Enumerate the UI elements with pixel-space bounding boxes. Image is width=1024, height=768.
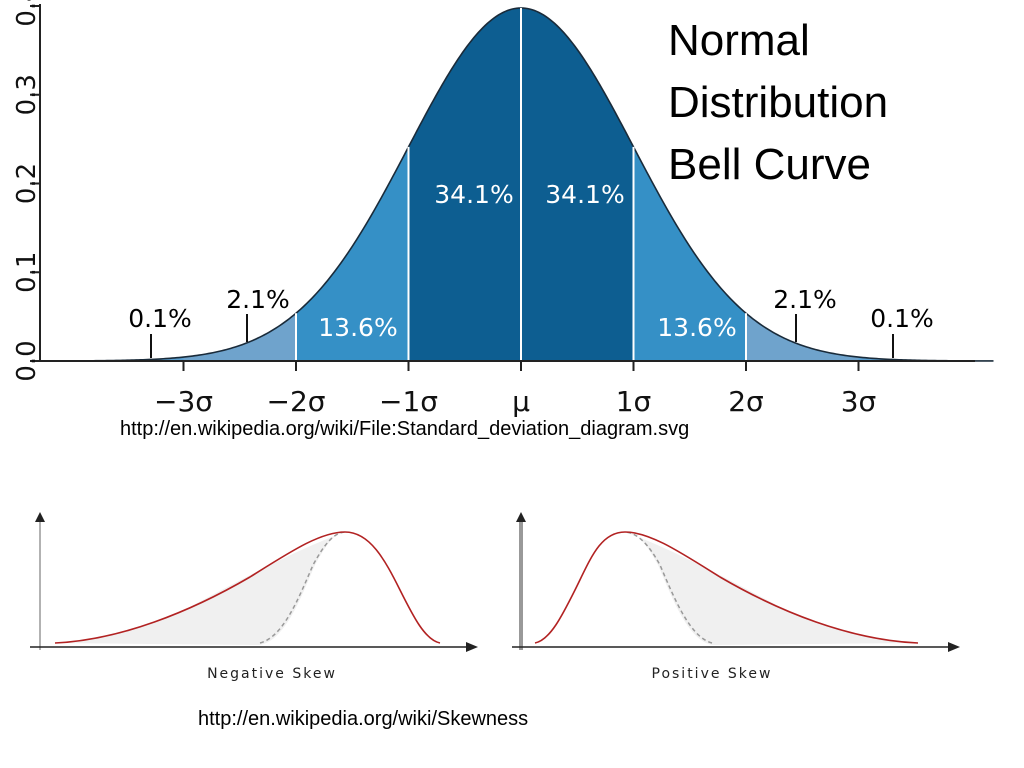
band-label: 0.1% xyxy=(870,304,934,333)
y-tick-label: 0.0 xyxy=(12,340,42,381)
negative-skew-x-arrow xyxy=(466,642,478,652)
title-line: Distribution xyxy=(668,78,889,127)
positive-skew-curve xyxy=(534,531,919,644)
positive-skew-chart: Positive Skew xyxy=(512,512,960,682)
band-area xyxy=(408,8,521,361)
y-tick-label: 0.2 xyxy=(12,163,42,204)
x-tick-label: μ xyxy=(512,385,530,418)
band-label: 34.1% xyxy=(434,180,513,209)
negative-skew-chart: Negative Skew xyxy=(30,512,478,682)
band-label: 0.1% xyxy=(128,304,192,333)
negative-skew-curve xyxy=(54,531,441,644)
skewness-source-link[interactable]: http://en.wikipedia.org/wiki/Skewness xyxy=(198,708,529,730)
positive-skew-fill xyxy=(625,532,918,645)
normal-distribution-chart: 0.1% 2.1% 13.6% 34.1% 34.1% 13.6% 2.1% 0.1% −3σ… xyxy=(12,0,994,418)
normal-source-link[interactable]: http://en.wikipedia.org/wiki/File:Standa… xyxy=(120,418,690,440)
skew-charts: Negative Skew Positive Skew xyxy=(30,512,960,682)
negative-skew-reference-curve xyxy=(259,531,346,644)
negative-skew-fill xyxy=(55,532,345,645)
y-tick-label: 0.1 xyxy=(12,252,42,293)
negative-skew-label: Negative Skew xyxy=(207,666,337,682)
band-area xyxy=(521,8,634,361)
x-tick-label: −3σ xyxy=(154,385,213,418)
y-tick-label: 0.4 xyxy=(12,0,42,27)
positive-skew-x-arrow xyxy=(948,642,960,652)
band-label: 2.1% xyxy=(773,285,837,314)
negative-skew-y-arrow xyxy=(35,512,45,522)
slide-title: Normal Distribution Bell Curve xyxy=(668,10,1008,196)
x-tick-label: −2σ xyxy=(266,385,325,418)
band-label: 13.6% xyxy=(318,313,397,342)
positive-skew-y-arrow xyxy=(516,512,526,522)
band-label: 13.6% xyxy=(657,313,736,342)
x-tick-label: 3σ xyxy=(841,385,877,418)
title-line: Normal xyxy=(668,16,810,65)
x-tick-label: 2σ xyxy=(728,385,764,418)
band-label: 34.1% xyxy=(545,180,624,209)
positive-skew-label: Positive Skew xyxy=(652,666,773,682)
band-label: 2.1% xyxy=(226,285,290,314)
y-tick-label: 0.3 xyxy=(12,74,42,115)
x-tick-label: 1σ xyxy=(616,385,652,418)
title-line: Bell Curve xyxy=(668,140,871,189)
band-area xyxy=(183,313,296,361)
x-tick-label: −1σ xyxy=(379,385,438,418)
band-area xyxy=(746,313,859,361)
